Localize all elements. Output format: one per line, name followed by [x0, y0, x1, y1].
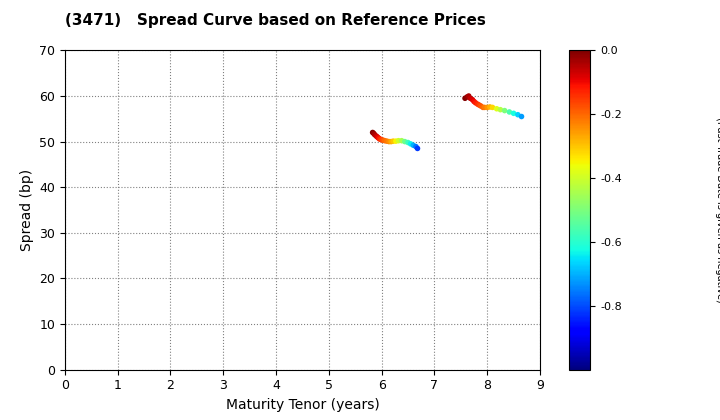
Point	[487, 104, 498, 111]
X-axis label: Maturity Tenor (years): Maturity Tenor (years)	[225, 398, 379, 412]
Point	[396, 137, 408, 144]
Point	[390, 138, 402, 144]
Point	[402, 139, 414, 146]
Point	[373, 134, 384, 141]
Point	[474, 102, 485, 108]
Point	[383, 138, 395, 145]
Point	[377, 137, 389, 144]
Point	[412, 145, 423, 152]
Point	[472, 101, 483, 108]
Point	[516, 113, 527, 120]
Point	[367, 129, 379, 136]
Point	[479, 104, 490, 111]
Point	[512, 111, 523, 118]
Point	[399, 138, 410, 145]
Point	[408, 142, 419, 149]
Y-axis label: Spread (bp): Spread (bp)	[19, 169, 34, 251]
Point	[482, 104, 493, 111]
Point	[381, 138, 392, 144]
Text: (3471)   Spread Curve based on Reference Prices: (3471) Spread Curve based on Reference P…	[65, 13, 486, 28]
Point	[503, 109, 515, 116]
Point	[491, 105, 503, 112]
Point	[470, 100, 482, 106]
Point	[375, 136, 387, 143]
Point	[372, 134, 383, 140]
Point	[468, 98, 480, 105]
Point	[508, 110, 519, 117]
Point	[385, 138, 397, 145]
Point	[371, 133, 382, 139]
Point	[467, 96, 478, 103]
Point	[499, 107, 510, 114]
Point	[376, 136, 387, 143]
Point	[459, 95, 471, 102]
Point	[464, 95, 476, 102]
Point	[374, 136, 385, 142]
Point	[387, 138, 399, 144]
Point	[405, 141, 416, 147]
Point	[475, 102, 487, 109]
Point	[462, 94, 473, 100]
Point	[368, 130, 379, 137]
Y-axis label: Time in years between 5/2/2025 and Trade Date
(Past Trade Date is given as negat: Time in years between 5/2/2025 and Trade…	[715, 92, 720, 328]
Point	[495, 106, 506, 113]
Point	[410, 143, 422, 150]
Point	[484, 104, 495, 110]
Point	[463, 93, 474, 100]
Point	[369, 131, 380, 138]
Point	[477, 104, 489, 111]
Point	[392, 137, 404, 144]
Point	[379, 137, 390, 144]
